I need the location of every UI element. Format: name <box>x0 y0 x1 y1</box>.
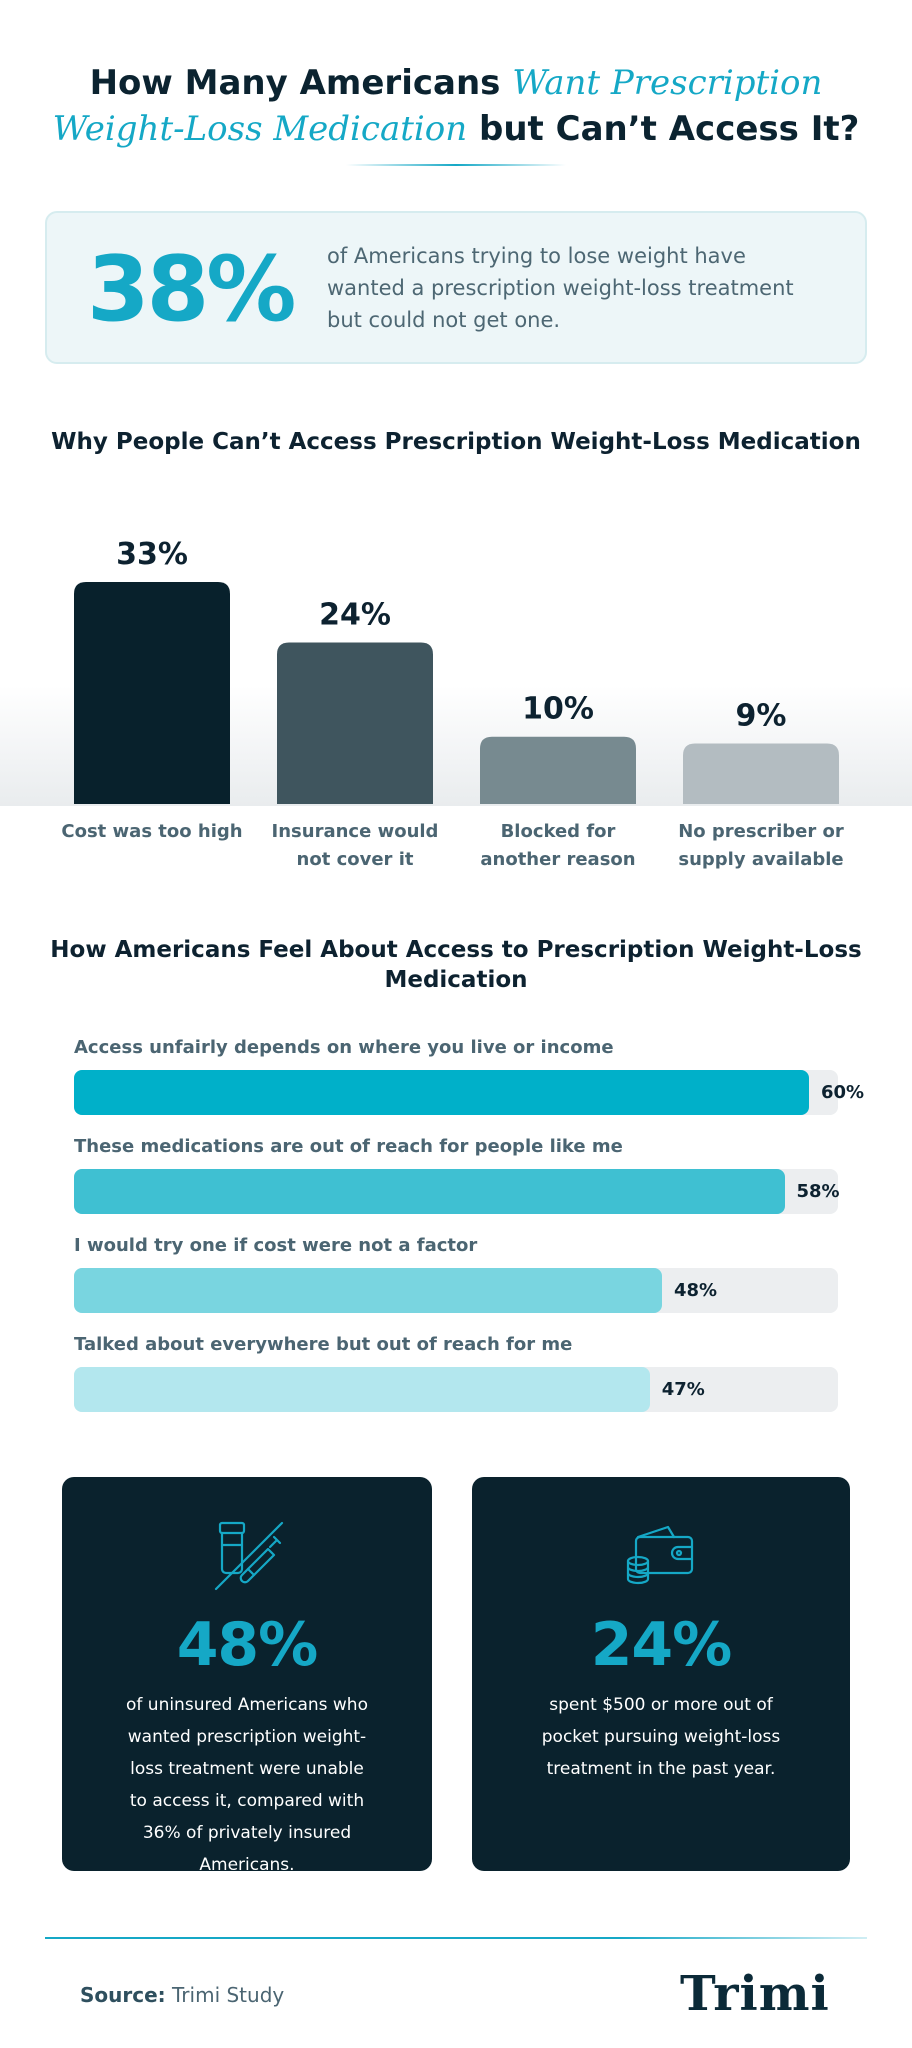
hbar-value-label: 47% <box>661 1379 705 1400</box>
hbar-fill <box>74 1169 785 1214</box>
title-text-2: but Can’t Access It? <box>467 109 860 149</box>
hbar-value-label: 48% <box>674 1280 718 1301</box>
hbar-value-label: 60% <box>821 1082 865 1103</box>
hbar-row: These medications are out of reach for p… <box>74 1135 840 1215</box>
bar-category-label: Blocked for another reason <box>480 821 636 870</box>
bar-4 <box>683 743 839 804</box>
hbar-category-label: Talked about everywhere but out of reach… <box>74 1334 573 1355</box>
hbar-category-label: Access unfairly depends on where you liv… <box>74 1037 614 1058</box>
out-of-pocket-stat-text: spent $500 or more out of pocket pursuin… <box>541 1695 781 1779</box>
uninsured-stat-value: 48% <box>176 1610 319 1680</box>
source-label: Source: <box>80 1983 166 2007</box>
trimi-logo: Trimi <box>680 1966 830 2022</box>
bar-1 <box>74 582 230 804</box>
bar-value-label: 10% <box>522 692 594 727</box>
bar-2 <box>277 642 433 804</box>
hbar-row: I would try one if cost were not a facto… <box>74 1234 838 1314</box>
headline-stat-text: of Americans trying to lose weight have … <box>327 244 794 332</box>
title-divider <box>346 164 566 166</box>
headline-stat-value: 38% <box>87 237 296 342</box>
title-highlight-2: Weight-Loss Medication <box>52 109 468 149</box>
hbar-track: 47% <box>74 1367 838 1412</box>
out-of-pocket-stat-value: 24% <box>590 1610 733 1680</box>
bar-value-label: 33% <box>116 537 188 572</box>
hbar-row: Talked about everywhere but out of reach… <box>74 1333 838 1413</box>
hbar-fill <box>74 1070 809 1115</box>
hbar-fill <box>74 1367 650 1412</box>
bar-category-label: No prescriber or supply available <box>678 821 844 870</box>
hbar-fill <box>74 1268 662 1313</box>
hbar-row: Access unfairly depends on where you liv… <box>74 1036 864 1116</box>
source-citation: Source: Trimi Study <box>80 1981 284 2009</box>
headline-stat-box: 38% of Americans trying to lose weight h… <box>45 211 867 364</box>
wallet-coins-icon <box>626 1525 694 1585</box>
hbar-track: 48% <box>74 1268 838 1313</box>
source-value: Trimi Study <box>165 1983 285 2007</box>
bar-category-label: Insurance would not cover it <box>271 821 439 870</box>
bar-category-label: Cost was too high <box>61 821 243 842</box>
page-title: How Many Americans Want Prescription Wei… <box>0 60 912 152</box>
title-highlight-1: Want Prescription <box>512 63 823 103</box>
bar-chart-title: Why People Can’t Access Prescription Wei… <box>51 429 861 455</box>
title-text-1: How Many Americans <box>89 63 513 103</box>
bar-3 <box>480 736 636 804</box>
crossed-out-syringe-icon <box>214 1521 284 1591</box>
footer-divider <box>45 1937 867 1939</box>
hbar-value-label: 58% <box>796 1181 840 1202</box>
uninsured-stat-text: of uninsured Americans who wanted prescr… <box>126 1695 368 1875</box>
hbar-chart-title: How Americans Feel About Access to Presc… <box>50 937 862 993</box>
bar-value-label: 9% <box>736 698 787 733</box>
uninsured-stat-card: 48% of uninsured Americans who wanted pr… <box>62 1477 432 1875</box>
access-barriers-chart: 33% 24% 10% 9% <box>74 537 839 804</box>
out-of-pocket-stat-card: 24% spent $500 or more out of pocket pur… <box>472 1477 850 1871</box>
bar-value-label: 24% <box>319 598 391 633</box>
hbar-track: 60% <box>74 1070 864 1115</box>
hbar-category-label: These medications are out of reach for p… <box>74 1136 623 1157</box>
hbar-track: 58% <box>74 1169 840 1214</box>
hbar-category-label: I would try one if cost were not a facto… <box>74 1235 478 1256</box>
